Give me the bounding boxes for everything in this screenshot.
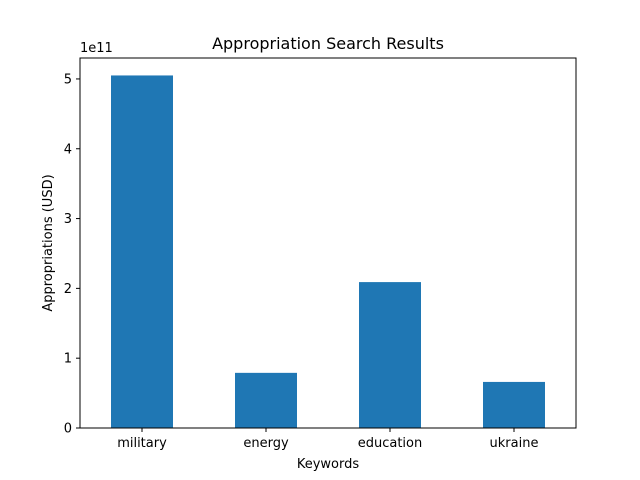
chart-title: Appropriation Search Results xyxy=(212,34,444,53)
x-tick-label-energy: energy xyxy=(243,436,289,451)
plot-frame xyxy=(79,57,577,429)
x-tick-label-ukraine: ukraine xyxy=(490,436,539,451)
y-tick-label-4: 4 xyxy=(64,142,72,157)
bars-layer xyxy=(111,75,545,429)
x-axis: military energy education ukraine xyxy=(117,428,538,451)
y-tick-label-1: 1 xyxy=(64,352,72,367)
bar-ukraine xyxy=(483,381,545,428)
bar-education xyxy=(359,282,421,428)
x-axis-label: Keywords xyxy=(297,457,360,472)
y-scale-label: 1e11 xyxy=(80,41,113,56)
y-tick-label-5: 5 xyxy=(64,72,72,87)
y-tick-label-0: 0 xyxy=(64,422,72,437)
x-tick-label-education: education xyxy=(358,436,423,451)
y-axis: 0 1 2 3 4 5 xyxy=(64,72,80,437)
y-tick-label-2: 2 xyxy=(64,282,72,297)
bar-energy xyxy=(235,372,297,428)
y-tick-label-3: 3 xyxy=(64,212,72,227)
y-axis-label: Appropriations (USD) xyxy=(41,174,56,311)
bar-military xyxy=(111,75,173,429)
x-tick-label-military: military xyxy=(117,436,167,451)
